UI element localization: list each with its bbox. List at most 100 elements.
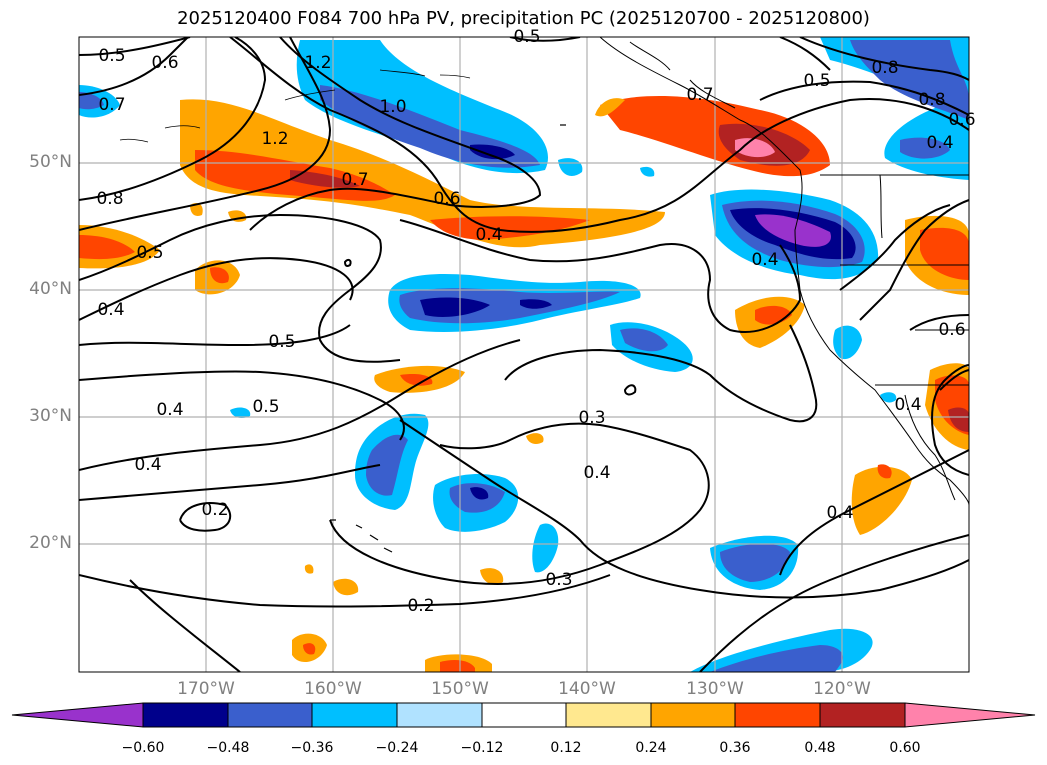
colorbar-tick-label: −0.60 <box>121 740 165 756</box>
lat-label: 20°N <box>29 533 72 553</box>
contour-label: 0.4 <box>926 133 953 153</box>
colorbar-bin <box>481 702 567 728</box>
contour-label: 0.7 <box>686 85 713 105</box>
colorbar-tick-label: −0.36 <box>290 740 334 756</box>
precip-neg-nw-usa-purple <box>755 214 831 247</box>
contour-label: 1.2 <box>261 129 288 149</box>
precip-small-6 <box>190 203 203 216</box>
colorbar-tick-label: 0.36 <box>719 740 751 756</box>
colorbar-tick-label: −0.24 <box>375 740 419 756</box>
contour-label: 0.7 <box>98 95 125 115</box>
precip-pnw-ring <box>595 98 625 117</box>
lon-label: 140°W <box>558 679 616 699</box>
precip-neg-sub-1-mid <box>366 434 408 496</box>
contour-label: 0.4 <box>826 503 853 523</box>
colorbar-bin <box>311 702 398 728</box>
precip-small-2 <box>480 568 504 585</box>
colorbar-bin <box>734 702 821 728</box>
precip-neg-top-right-mid <box>850 40 969 120</box>
contour-label: 1.2 <box>304 53 331 73</box>
precip-small-4-core <box>440 660 475 672</box>
precip-band-north-dark <box>290 170 360 188</box>
contour-label: 0.5 <box>136 243 163 263</box>
precip-band-mid <box>430 216 590 240</box>
contour-label: 0.4 <box>583 463 610 483</box>
lat-label: 30°N <box>29 406 72 426</box>
lon-label: 130°W <box>686 679 744 699</box>
contour-label: 0.3 <box>578 408 605 428</box>
precip-band-north <box>180 99 665 248</box>
colorbar-tick-label: −0.48 <box>206 740 250 756</box>
precip-neg-small-sub2 <box>880 392 897 403</box>
contour-label: 0.8 <box>871 58 898 78</box>
precip-positive-shading <box>79 95 969 672</box>
precip-neg-top-right-mid2 <box>900 137 950 159</box>
precip-neg-west-top-mid <box>79 92 104 110</box>
colorbar-bin <box>396 702 483 728</box>
precip-neg-gulf-alaska-dark <box>470 144 515 160</box>
precip-negative-shading <box>79 37 969 672</box>
precip-neg-small-aleut2 <box>640 166 655 177</box>
precip-pnw-pink <box>735 138 775 158</box>
colorbar-tick-label: 0.12 <box>550 740 582 756</box>
contour-label: 0.8 <box>96 189 123 209</box>
colorbar-bin <box>650 702 736 728</box>
lon-label: 150°W <box>431 679 489 699</box>
contour-label: 0.6 <box>151 53 178 73</box>
precip-neg-mid-1-mid <box>620 328 668 352</box>
contour-label: 0.5 <box>803 71 830 91</box>
map-frame <box>78 36 970 673</box>
contour-label: 0.5 <box>252 397 279 417</box>
precip-small-5 <box>526 433 544 444</box>
contour-label: 0.6 <box>433 189 460 209</box>
colorbar-extend-high <box>904 702 1036 728</box>
contour-label: 0.8 <box>918 90 945 110</box>
contour-label: 0.4 <box>751 250 778 270</box>
precip-neg-sub-2-dark <box>470 487 489 500</box>
contour-label: 0.4 <box>156 400 183 420</box>
precip-southeast <box>851 466 912 535</box>
colorbar-tick-label: 0.24 <box>635 740 667 756</box>
contour-label: 0.6 <box>938 320 965 340</box>
contour-label: 0.4 <box>97 300 124 320</box>
precip-west-small-core <box>210 267 229 284</box>
colorbar-tick-label: −0.12 <box>460 740 504 756</box>
contour-label: 0.3 <box>545 570 572 590</box>
precip-neg-small-sub <box>230 407 251 418</box>
contour-label: 0.2 <box>201 500 228 520</box>
contour-label: 0.7 <box>341 170 368 190</box>
contour-label: 0.2 <box>407 596 434 616</box>
lat-label: 50°N <box>29 152 72 172</box>
precip-small-3-core <box>303 643 316 655</box>
colorbar-tick-label: 0.60 <box>889 740 921 756</box>
precip-neg-south-band-mid <box>710 645 844 672</box>
precip-neg-central-band-dark <box>420 297 490 317</box>
precip-small-1 <box>333 578 359 596</box>
lon-label: 160°W <box>304 679 362 699</box>
contour-label: 0.5 <box>513 27 540 47</box>
pv-contours <box>79 37 969 672</box>
contour-label: 1.0 <box>379 97 406 117</box>
contour-label: 0.4 <box>134 455 161 475</box>
colorbar-bin <box>227 702 313 728</box>
precip-small-8 <box>304 564 314 574</box>
precip-neg-coast-1 <box>833 325 862 360</box>
contour-label: 0.5 <box>98 46 125 66</box>
colorbar-tick-label: 0.48 <box>804 740 836 756</box>
contour-label: 0.4 <box>894 395 921 415</box>
precip-neg-sub-3 <box>532 523 559 573</box>
colorbar-bin <box>819 702 906 728</box>
colorbar-extend-low <box>11 702 144 728</box>
precip-east-edge-core <box>920 227 969 280</box>
contour-label: 0.4 <box>475 225 502 245</box>
lat-label: 40°N <box>29 279 72 299</box>
precip-southeast-core <box>877 464 892 479</box>
colorbar-bin <box>565 702 652 728</box>
precip-neg-sub-4-mid <box>720 543 790 582</box>
colorbar <box>11 702 1036 728</box>
contour-labels: 0.5 0.6 1.2 1.0 0.7 0.8 0.7 1.2 0.7 0.6 … <box>96 27 975 616</box>
plot-title: 2025120400 F084 700 hPa PV, precipitatio… <box>177 8 870 29</box>
precip-east-south-dark <box>948 407 969 432</box>
lon-label: 120°W <box>813 679 871 699</box>
